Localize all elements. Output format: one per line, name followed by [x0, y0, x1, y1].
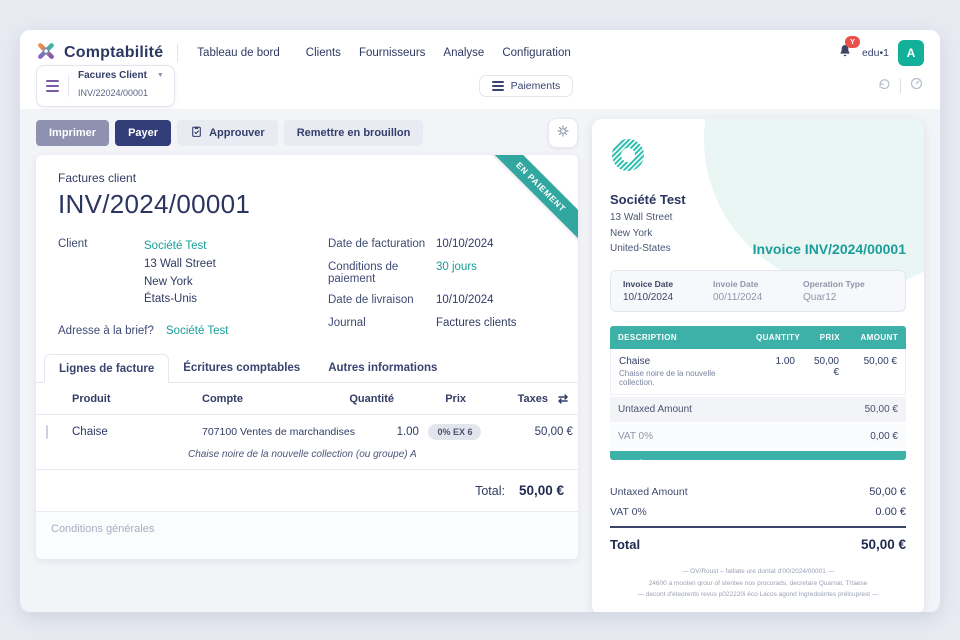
preview-company-address: 13 Wall Street New York United-States [610, 212, 673, 254]
notifications-button[interactable]: Y [837, 35, 860, 64]
preview-vat-row: VAT 0% 0,00 € [610, 421, 906, 449]
terms-input[interactable]: Conditions générales [36, 512, 578, 559]
nav-configuration[interactable]: Configuration [502, 47, 571, 59]
app-title: Comptabilité [64, 44, 164, 61]
timer-icon[interactable] [909, 76, 924, 96]
line-description[interactable]: Chaise noire de la nouvelle collection (… [188, 449, 417, 460]
imprimer-button[interactable]: Imprimer [36, 120, 110, 146]
preview-summary: Untaxed Amount 50,00 € VAT 0% 0.00 € Tot… [610, 485, 906, 552]
invoice-form-card: EN PAIEMENT Factures client INV/2024/000… [36, 155, 578, 559]
app-window: Comptabilité Tableau de bord Clients Fou… [20, 30, 940, 612]
total-label: Total: [475, 483, 505, 498]
nav-tableau-de-bord[interactable]: Tableau de bord [197, 47, 280, 59]
tab-lignes-de-facture[interactable]: Lignes de facture [44, 354, 170, 383]
preview-lines-table: DESCRIPTION QUANTITY PRIX AMOUNT Chaise … [610, 325, 906, 460]
preview-total-row: Total 50,00 € [610, 448, 906, 460]
preview-company-name: Société Test [610, 192, 686, 207]
preview-line-row: Chaise Chaise noire de la nouvelle colle… [610, 348, 906, 395]
odoo-logo-icon [36, 41, 56, 66]
topbar: Comptabilité Tableau de bord Clients Fou… [20, 30, 940, 109]
nav-clients[interactable]: Clients [305, 47, 341, 59]
breadcrumb[interactable]: Facures Client ▼ INV/22024/00001 [36, 64, 175, 108]
company-logo-icon [610, 137, 906, 178]
line-quantity[interactable]: 1.00 [396, 426, 419, 438]
app-logo[interactable]: Comptabilité [36, 41, 163, 66]
payer-button[interactable]: Payer [115, 120, 172, 146]
crumb-divider [68, 75, 69, 97]
client-label: Client [58, 238, 88, 250]
notification-badge: Y [844, 35, 860, 48]
line-amount: 50,00 € [534, 426, 573, 438]
payment-terms-link[interactable]: 30 jours [436, 261, 477, 273]
lines-table-header: Produit Compte Quantité Prix Taxes ⇄ [36, 383, 578, 415]
col-produit: Produit [72, 392, 111, 405]
client-address: 13 Wall Street New York États-Unis [144, 257, 216, 306]
activity-icon[interactable] [877, 76, 892, 96]
nav-analyse[interactable]: Analyse [443, 47, 485, 59]
hamburger-icon[interactable] [46, 80, 59, 92]
breadcrumb-record: INV/22024/00001 [78, 88, 149, 99]
invoice-preview-card: Société Test 13 Wall Street New York Uni… [592, 119, 924, 612]
optional-columns-icon[interactable]: ⇄ [557, 391, 568, 406]
preview-fine-print: — OV/Roust – fatliate ure dontat d'00/20… [637, 567, 879, 599]
breadcrumb-title: Facures Client [78, 69, 147, 81]
nav-fournisseurs[interactable]: Fournisseurs [358, 47, 426, 59]
remettre-en-brouillon-button[interactable]: Remettre en brouillon [283, 120, 424, 146]
client-link[interactable]: Société Test [144, 240, 207, 252]
invoice-line-row[interactable]: Chaise 707100 Ventes de marchandises 1.0… [36, 415, 578, 449]
row-checkbox[interactable] [46, 425, 48, 439]
preview-invoice-title: Invoice INV/2024/00001 [752, 240, 906, 257]
icons-divider [900, 79, 901, 93]
settings-button[interactable] [548, 118, 578, 148]
tab-autres-informations[interactable]: Autres informations [328, 362, 438, 374]
user-menu[interactable]: edu•1 [861, 47, 889, 59]
line-product[interactable]: Chaise [72, 426, 108, 438]
paiements-label: Paiements [510, 80, 561, 92]
gear-icon [556, 124, 570, 143]
chevron-down-icon[interactable]: ▼ [156, 71, 164, 79]
col-compte: Compte [202, 392, 243, 405]
line-account[interactable]: 707100 Ventes de marchandises [202, 426, 355, 438]
field-label: Journal [328, 317, 366, 329]
journal-value[interactable]: Factures clients [436, 317, 517, 329]
clipboard-check-icon [190, 125, 203, 141]
preview-untaxed-row: Untaxed Amount 50,00 € [610, 394, 906, 422]
invoice-date-value[interactable]: 10/10/2024 [436, 238, 494, 250]
main-nav: Tableau de bord Clients Fournisseurs Ana… [190, 43, 577, 63]
lines-total-row: Total: 50,00 € [36, 470, 578, 512]
paiements-button[interactable]: Paiements [478, 75, 574, 97]
list-icon [491, 80, 504, 92]
tab-ecritures-comptables[interactable]: Écritures comptables [183, 362, 301, 374]
preview-info-box: Invoice Date 10/10/2024 Invoie Date 00/1… [610, 269, 906, 312]
bell-icon [837, 44, 853, 63]
field-label: Date de facturation [328, 238, 426, 250]
delivery-address-label: Adresse à la brief? [58, 325, 154, 338]
col-taxes: Taxes [517, 392, 548, 405]
approuver-button[interactable]: Approuver [177, 120, 278, 146]
delivery-date-value[interactable]: 10/10/2024 [436, 294, 494, 306]
col-prix: Prix [445, 392, 466, 405]
field-label: Date de livraison [328, 294, 414, 306]
total-value: 50,00 € [518, 483, 564, 498]
line-description-row: Chaise noire de la nouvelle collection (… [36, 449, 578, 470]
line-tax-tag[interactable]: 0% EX 6 [428, 424, 482, 440]
topbar-divider [177, 44, 179, 62]
document-type-label: Factures client [58, 171, 137, 185]
notebook-tabs: Lignes de facture Écritures comptables A… [36, 354, 578, 383]
col-quantite: Quantité [349, 392, 394, 405]
field-label: Conditions de paiement [328, 261, 399, 285]
action-toolbar: Imprimer Payer Approuver Remettre en bro… [36, 118, 578, 148]
invoice-number: INV/2024/00001 [58, 189, 251, 219]
delivery-address-link[interactable]: Société Test [166, 325, 229, 338]
avatar[interactable]: A [898, 40, 924, 66]
